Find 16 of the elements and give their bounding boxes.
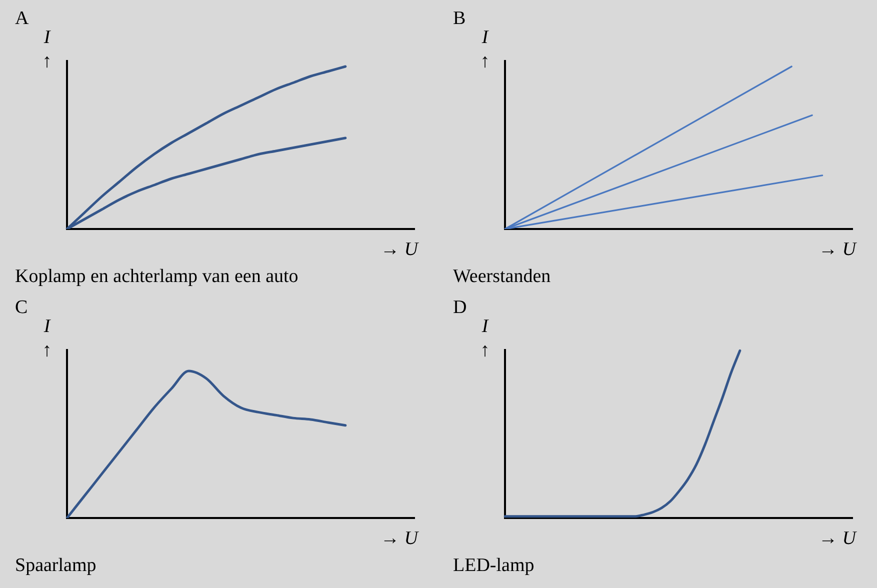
y-axis-title: I ↑ — [479, 26, 491, 74]
y-axis-title: I ↑ — [41, 26, 53, 74]
x-axis-title: → U — [818, 239, 856, 261]
text: Weerstanden — [453, 266, 551, 288]
y-axis-title: I ↑ — [41, 315, 53, 363]
chart-title: B — [453, 8, 466, 30]
x-axis-title: → U — [380, 528, 418, 550]
text: LED-lamp — [453, 555, 534, 577]
text: Koplamp en achterlamp van een auto — [15, 266, 298, 288]
text: Spaarlamp — [15, 555, 96, 577]
x-axis-title: → U — [818, 528, 856, 550]
y-axis-title: I ↑ — [479, 315, 491, 363]
chart-title: C — [15, 297, 28, 319]
x-axis-title: → U — [380, 239, 418, 261]
chart-title: A — [15, 8, 29, 30]
chart-title: D — [453, 297, 467, 319]
